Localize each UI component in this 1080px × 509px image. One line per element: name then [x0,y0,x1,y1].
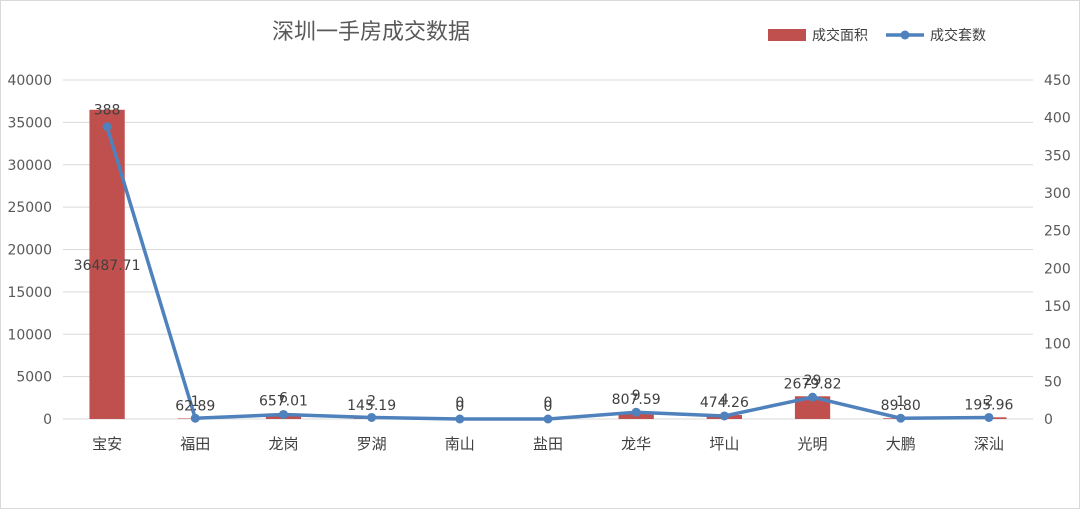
category-label: 福田 [180,435,210,453]
left-tick-label: 15000 [7,285,52,301]
category-label: 罗湖 [357,435,387,453]
left-tick-label: 40000 [7,73,52,89]
category-label: 南山 [445,435,475,453]
bar-data-label: 0 [544,399,553,415]
right-tick-label: 0 [1044,412,1053,428]
legend-swatch-area [768,29,806,41]
gridlines [63,79,1033,420]
category-label: 光明 [798,435,828,453]
bar-data-label: 2679.82 [784,376,842,392]
bar-data-label: 0 [455,399,464,415]
line-data-label: 1 [191,394,200,410]
line-point [984,412,994,422]
line-point [278,409,288,419]
line-data-label: 1 [896,394,905,410]
category-label: 盐田 [533,435,563,453]
line-data-label: 9 [632,388,641,404]
left-tick-label: 30000 [7,158,52,174]
left-tick-label: 20000 [7,243,52,259]
chart-title: 深圳一手房成交数据 [272,20,470,45]
left-tick-label: 10000 [7,327,52,343]
bar [794,396,831,419]
legend-label-count: 成交套数 [930,27,986,44]
line-point [455,414,465,424]
bar-data-label: 657.01 [259,393,308,409]
legend-label-area: 成交面积 [812,27,868,44]
line-point [102,122,112,132]
category-label: 龙岗 [268,435,298,453]
line-path [105,126,989,421]
line-data-label: 388 [94,103,121,119]
right-axis: 0 50 100 150 200 250 300 350 400 450 [1044,73,1071,428]
right-tick-label: 450 [1044,73,1071,89]
bar-data-label: 62.89 [175,398,215,414]
line-data-label: 6 [279,390,288,406]
right-tick-label: 50 [1044,374,1062,390]
line-data-label: 0 [455,395,464,411]
right-tick-label: 200 [1044,261,1071,277]
category-label: 坪山 [709,435,739,453]
category-axis: 宝安 福田 龙岗 罗湖 南山 盐田 龙华 坪山 光明 大鹏 深汕 [92,435,1004,453]
line-point [808,392,818,402]
right-tick-label: 100 [1044,337,1071,353]
legend: 成交面积 成交套数 [768,27,986,44]
category-label: 大鹏 [886,435,916,453]
bar-data-label: 474.26 [700,395,749,411]
left-tick-label: 5000 [16,370,52,386]
line-data-label: 4 [720,392,729,408]
legend-marker-count [900,30,910,40]
bar-series [89,109,1007,419]
bar-data-label: 89.80 [881,398,921,414]
line-point [543,414,553,424]
line-data-label: 2 [367,393,376,409]
line-point [719,411,729,421]
line-point [896,413,906,423]
line-data-label: 2 [984,393,993,409]
line-data-label: 0 [544,395,553,411]
right-tick-label: 250 [1044,224,1071,240]
line-series [102,122,994,424]
category-label: 深汕 [974,435,1004,453]
right-tick-label: 150 [1044,299,1071,315]
bar-data-label: 145.19 [347,398,396,414]
category-label: 宝安 [92,435,122,453]
right-tick-label: 400 [1044,111,1071,127]
right-tick-label: 350 [1044,148,1071,164]
bar-data-label: 195.96 [964,397,1013,413]
line-point [631,407,641,417]
line-point [367,412,377,422]
left-tick-label: 35000 [7,115,52,131]
bar-data-label: 36487.71 [74,258,141,274]
bar-data-label: 807.59 [612,392,661,408]
left-tick-label: 25000 [7,200,52,216]
category-label: 龙华 [621,435,651,453]
line-data-label: 29 [804,373,822,389]
right-tick-label: 300 [1044,186,1071,202]
left-axis: 0 5000 10000 15000 20000 25000 30000 35000 40000 [7,73,52,428]
line-point [190,413,200,423]
left-tick-label: 0 [43,412,52,428]
